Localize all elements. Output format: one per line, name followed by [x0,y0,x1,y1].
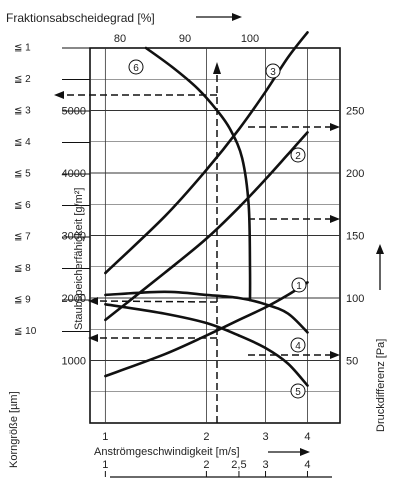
right-tick-label-100: 100 [346,293,364,305]
curve-5 [104,303,309,387]
x-axis-label: Anströmgeschwindigkeit [m/s] [94,446,240,458]
grain-label-2: ≦ 2 [14,74,31,85]
title-arrow-head [232,13,242,21]
grain-label-10: ≦ 10 [14,326,37,337]
left-tick-label-5000: 5000 [62,106,86,118]
grain-label-7: ≦ 7 [14,232,31,243]
x-tick-label-1: 1 [102,431,108,443]
curve-marker-6 [128,59,144,75]
reading-example [62,72,330,423]
reading-arrow-p1 [330,351,340,359]
reading-arrow-grain [54,91,64,99]
right-arrow-head [376,244,384,254]
reading-arrow-d4 [88,297,98,305]
top-tick-label-90: 90 [179,33,191,45]
grain-label-4: ≦ 4 [14,137,31,148]
curve-marker-2 [290,147,306,163]
curve-4 [104,290,309,334]
left-tick-label-1000: 1000 [62,356,86,368]
secondary-x-scale: 1 2 2,5 3 4 [102,459,311,477]
grain-axis-label: Korngröße [µm] [8,391,20,468]
secondary-tick-label-3: 3 [262,459,268,471]
left-tick-label-3000: 3000 [62,231,86,243]
grain-label-8: ≦ 8 [14,263,31,274]
x-tick-label-3: 3 [262,431,268,443]
grain-label-6: ≦ 6 [14,200,31,211]
right-tick-label-50: 50 [346,356,358,368]
grain-label-5: ≦ 5 [14,169,31,180]
reading-arrow-p2 [330,215,340,223]
x-arrow-head [300,448,310,456]
right-tick-label-250: 250 [346,106,364,118]
curve-2 [104,131,309,322]
curve-label-2: 2 [295,151,301,162]
curve-marker-5 [290,383,306,399]
top-tick-label-100: 100 [241,33,259,45]
x-tick-label-4: 4 [304,431,310,443]
curve-6 [144,46,252,302]
curve-label-4: 4 [295,341,301,352]
reading-arrows [54,62,340,359]
curve-marker-4 [290,337,306,353]
chart-title: Fraktionsabscheidegrad [%] [6,11,155,25]
curve-1 [104,281,309,378]
curve-marker-3 [265,63,281,79]
curve-marker-1 [291,277,307,293]
bottom-axis: 1 2 3 4 [102,431,310,443]
reading-line-dust-4 [95,300,218,303]
right-tick-label-150: 150 [346,231,364,243]
curve-label-5: 5 [295,387,301,398]
grid [90,48,340,423]
curve-label-6: 6 [133,63,139,74]
grain-label-3: ≦ 3 [14,106,31,117]
secondary-tick-label-1: 1 [102,459,108,471]
grain-label-1: ≦ 1 [14,43,31,54]
curves: 1 2 3 4 5 6 [104,31,309,399]
top-axis: 80 90 100 [114,33,259,45]
secondary-tick-label-2,5: 2,5 [231,459,246,471]
right-tick-label-200: 200 [346,168,364,180]
left-tick-label-4000: 4000 [62,168,86,180]
reading-arrow-d5 [88,334,98,342]
reading-arrow-up [213,62,221,74]
grain-size-scale: ≦ 1 ≦ 2 ≦ 3 ≦ 4 ≦ 5 ≦ 6 ≦ 7 ≦ 8 ≦ 9 ≦ 10 [14,43,90,337]
curve-label-3: 3 [270,67,276,78]
top-tick-label-80: 80 [114,33,126,45]
left-axis: 1000 2000 3000 4000 5000 [62,106,86,368]
x-tick-label-2: 2 [203,431,209,443]
secondary-tick-label-4: 4 [304,459,310,471]
curve-3 [104,31,309,275]
reading-arrow-p3 [330,123,340,131]
left-axis-label: Staubspeicherfähigkeit [g/m²] [73,188,85,330]
secondary-tick-label-2: 2 [203,459,209,471]
grain-label-9: ≦ 9 [14,295,31,306]
right-axis-label: Druckdifferenz [Pa] [375,339,387,432]
left-tick-label-2000: 2000 [62,293,86,305]
right-axis: 50 100 150 200 250 [346,106,364,368]
curve-label-1: 1 [296,281,302,292]
